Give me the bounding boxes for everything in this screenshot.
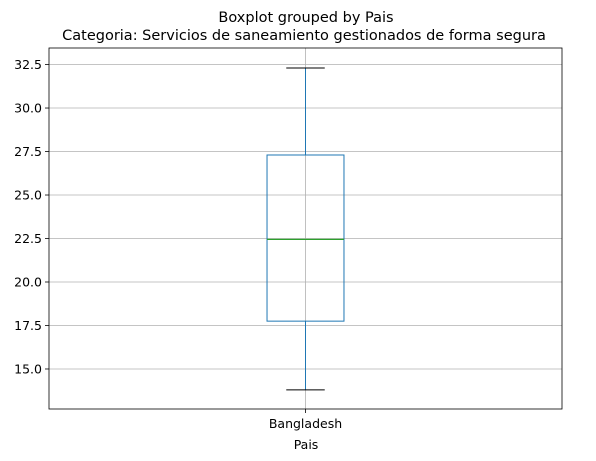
x-axis-label: Pais bbox=[294, 437, 319, 452]
y-tick-label: 15.0 bbox=[14, 361, 42, 376]
y-tick-label: 27.5 bbox=[14, 144, 42, 159]
chart-suptitle: Boxplot grouped by Pais bbox=[218, 10, 393, 26]
y-tick-label: 32.5 bbox=[14, 57, 42, 72]
chart-title: Categoria: Servicios de saneamiento gest… bbox=[62, 28, 546, 44]
x-axis-ticks: Bangladesh bbox=[269, 409, 342, 431]
x-tick-label: Bangladesh bbox=[269, 416, 342, 431]
y-tick-label: 22.5 bbox=[14, 231, 42, 246]
y-tick-label: 17.5 bbox=[14, 318, 42, 333]
y-tick-label: 20.0 bbox=[14, 274, 42, 289]
y-axis-ticks: 15.0 17.5 20.0 22.5 25.0 27.5 30.0 32.5 bbox=[14, 57, 49, 376]
box-group bbox=[266, 67, 345, 391]
y-tick-label: 30.0 bbox=[14, 101, 42, 116]
y-tick-label: 25.0 bbox=[14, 188, 42, 203]
iqr-box bbox=[266, 154, 345, 322]
